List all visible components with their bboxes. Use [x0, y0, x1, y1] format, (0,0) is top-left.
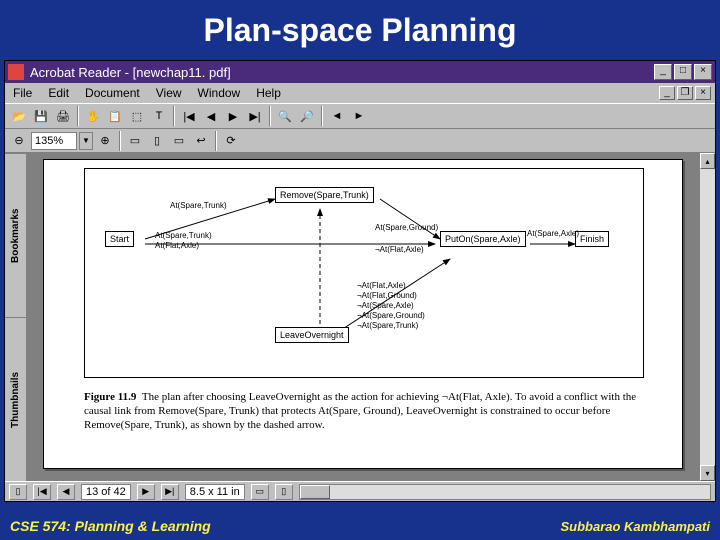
vertical-scrollbar[interactable]: ▴ ▾ — [699, 153, 715, 481]
caption-text: The plan after choosing LeaveOvernight a… — [84, 391, 636, 431]
first-page-icon[interactable]: |◀ — [179, 106, 199, 126]
toolbar-2: ⊖ 135% ▼ ⊕ ▭ ▯ ▭ ↩ ⟳ — [5, 129, 715, 153]
page-layout-icon[interactable]: ▯ — [9, 484, 27, 500]
node-leave: LeaveOvernight — [275, 327, 349, 343]
edge-label-start-flat: At(Flat,Axle) — [155, 241, 199, 250]
thumbnails-tab[interactable]: Thumbnails — [5, 317, 26, 481]
footer-left: CSE 574: Planning & Learning — [10, 518, 211, 534]
menu-file[interactable]: File — [9, 85, 36, 101]
node-puton: PutOn(Spare,Axle) — [440, 231, 526, 247]
edge-label-leave-5: ¬At(Spare,Trunk) — [357, 321, 418, 330]
zoom-in-icon[interactable]: ⊕ — [95, 131, 115, 151]
menu-document[interactable]: Document — [81, 85, 144, 101]
scroll-down-icon[interactable]: ▾ — [700, 465, 715, 481]
save-icon[interactable]: 💾 — [31, 106, 51, 126]
pdf-page: Start Remove(Spare,Trunk) PutOn(Spare,Ax… — [43, 159, 683, 469]
edge-label-puton-finish: At(Spare,Axle) — [527, 229, 579, 238]
edge-label-start-remove: At(Spare,Trunk) — [170, 201, 227, 210]
node-start: Start — [105, 231, 134, 247]
edge-label-puton-pre: ¬At(Flat,Axle) — [375, 245, 424, 254]
nav-back-icon[interactable]: ◄ — [327, 106, 347, 126]
status-prev-icon[interactable]: ◀ — [57, 484, 75, 500]
slide-title: Plan-space Planning — [204, 12, 517, 49]
mdi-minimize-button[interactable]: _ — [659, 86, 675, 100]
edge-label-leave-2: ¬At(Flat,Ground) — [357, 291, 417, 300]
edge-label-remove-puton: At(Spare,Ground) — [375, 223, 438, 232]
actual-size-icon[interactable]: ▭ — [125, 131, 145, 151]
zoom-tool-icon[interactable]: 🔍 — [275, 106, 295, 126]
menu-window[interactable]: Window — [194, 85, 245, 101]
prev-page-icon[interactable]: ◀ — [201, 106, 221, 126]
scroll-up-icon[interactable]: ▴ — [700, 153, 715, 169]
statusbar: ▯ |◀ ◀ 13 of 42 ▶ ▶| 8.5 x 11 in ▭ ▯ — [5, 481, 715, 501]
content-area: Bookmarks Thumbnails — [5, 153, 715, 481]
copy-icon[interactable]: 📋 — [105, 106, 125, 126]
open-icon[interactable]: 📂 — [9, 106, 29, 126]
last-page-icon[interactable]: ▶| — [245, 106, 265, 126]
close-button[interactable]: × — [694, 64, 712, 80]
page-status[interactable]: 13 of 42 — [81, 484, 131, 500]
zoom-dropdown-icon[interactable]: ▼ — [79, 132, 93, 150]
figure-box: Start Remove(Spare,Trunk) PutOn(Spare,Ax… — [84, 168, 644, 378]
reflow-icon[interactable]: ↩ — [191, 131, 211, 151]
menu-edit[interactable]: Edit — [44, 85, 73, 101]
titlebar: Acrobat Reader - [newchap11. pdf] _ □ × — [5, 61, 715, 83]
find-icon[interactable]: 🔎 — [297, 106, 317, 126]
edge-label-leave-4: ¬At(Spare,Ground) — [357, 311, 425, 320]
maximize-button[interactable]: □ — [674, 64, 692, 80]
select-icon[interactable]: ⬚ — [127, 106, 147, 126]
text-select-icon[interactable]: T — [149, 106, 169, 126]
menubar: File Edit Document View Window Help _ ❐ … — [5, 83, 715, 103]
slide-footer: CSE 574: Planning & Learning Subbarao Ka… — [0, 502, 720, 540]
page-size: 8.5 x 11 in — [185, 484, 245, 500]
node-finish: Finish — [575, 231, 609, 247]
hand-tool-icon[interactable]: ✋ — [83, 106, 103, 126]
zoom-out-icon[interactable]: ⊖ — [9, 131, 29, 151]
minimize-button[interactable]: _ — [654, 64, 672, 80]
horizontal-scrollbar[interactable] — [299, 484, 711, 500]
edge-label-start-spare: At(Spare,Trunk) — [155, 231, 212, 240]
mdi-restore-button[interactable]: ❐ — [677, 86, 693, 100]
print-icon[interactable]: 🖨 — [53, 106, 73, 126]
slide-title-area: Plan-space Planning — [0, 0, 720, 60]
bookmarks-tab[interactable]: Bookmarks — [5, 153, 26, 317]
menu-help[interactable]: Help — [252, 85, 285, 101]
next-page-icon[interactable]: ▶ — [223, 106, 243, 126]
fit-width-icon[interactable]: ▭ — [169, 131, 189, 151]
status-first-icon[interactable]: |◀ — [33, 484, 51, 500]
footer-right: Subbarao Kambhampati — [560, 519, 710, 534]
app-name: Acrobat Reader — [30, 65, 121, 80]
side-tabs: Bookmarks Thumbnails — [5, 153, 27, 481]
menu-view[interactable]: View — [152, 85, 186, 101]
nav-fwd-icon[interactable]: ► — [349, 106, 369, 126]
acrobat-app-icon — [8, 64, 24, 80]
edge-label-leave-3: ¬At(Spare,Axle) — [357, 301, 414, 310]
status-last-icon[interactable]: ▶| — [161, 484, 179, 500]
scroll-track[interactable] — [700, 169, 715, 465]
document-viewport[interactable]: Start Remove(Spare,Trunk) PutOn(Spare,Ax… — [27, 153, 699, 481]
edge-label-leave-1: ¬At(Flat,Axle) — [357, 281, 406, 290]
mdi-close-button[interactable]: × — [695, 86, 711, 100]
zoom-input[interactable]: 135% — [31, 132, 77, 150]
fit-page-icon[interactable]: ▯ — [147, 131, 167, 151]
document-name: [newchap11. pdf] — [133, 65, 231, 80]
acrobat-window: Acrobat Reader - [newchap11. pdf] _ □ × … — [4, 60, 716, 502]
status-view1-icon[interactable]: ▭ — [251, 484, 269, 500]
toolbar-1: 📂 💾 🖨 ✋ 📋 ⬚ T |◀ ◀ ▶ ▶| 🔍 🔎 ◄ ► — [5, 103, 715, 129]
status-next-icon[interactable]: ▶ — [137, 484, 155, 500]
rotate-icon[interactable]: ⟳ — [221, 131, 241, 151]
hscroll-thumb[interactable] — [300, 485, 330, 499]
figure-caption: Figure 11.9 The plan after choosing Leav… — [84, 390, 644, 432]
node-remove: Remove(Spare,Trunk) — [275, 187, 374, 203]
status-view2-icon[interactable]: ▯ — [275, 484, 293, 500]
caption-lead: Figure 11.9 — [84, 391, 136, 403]
